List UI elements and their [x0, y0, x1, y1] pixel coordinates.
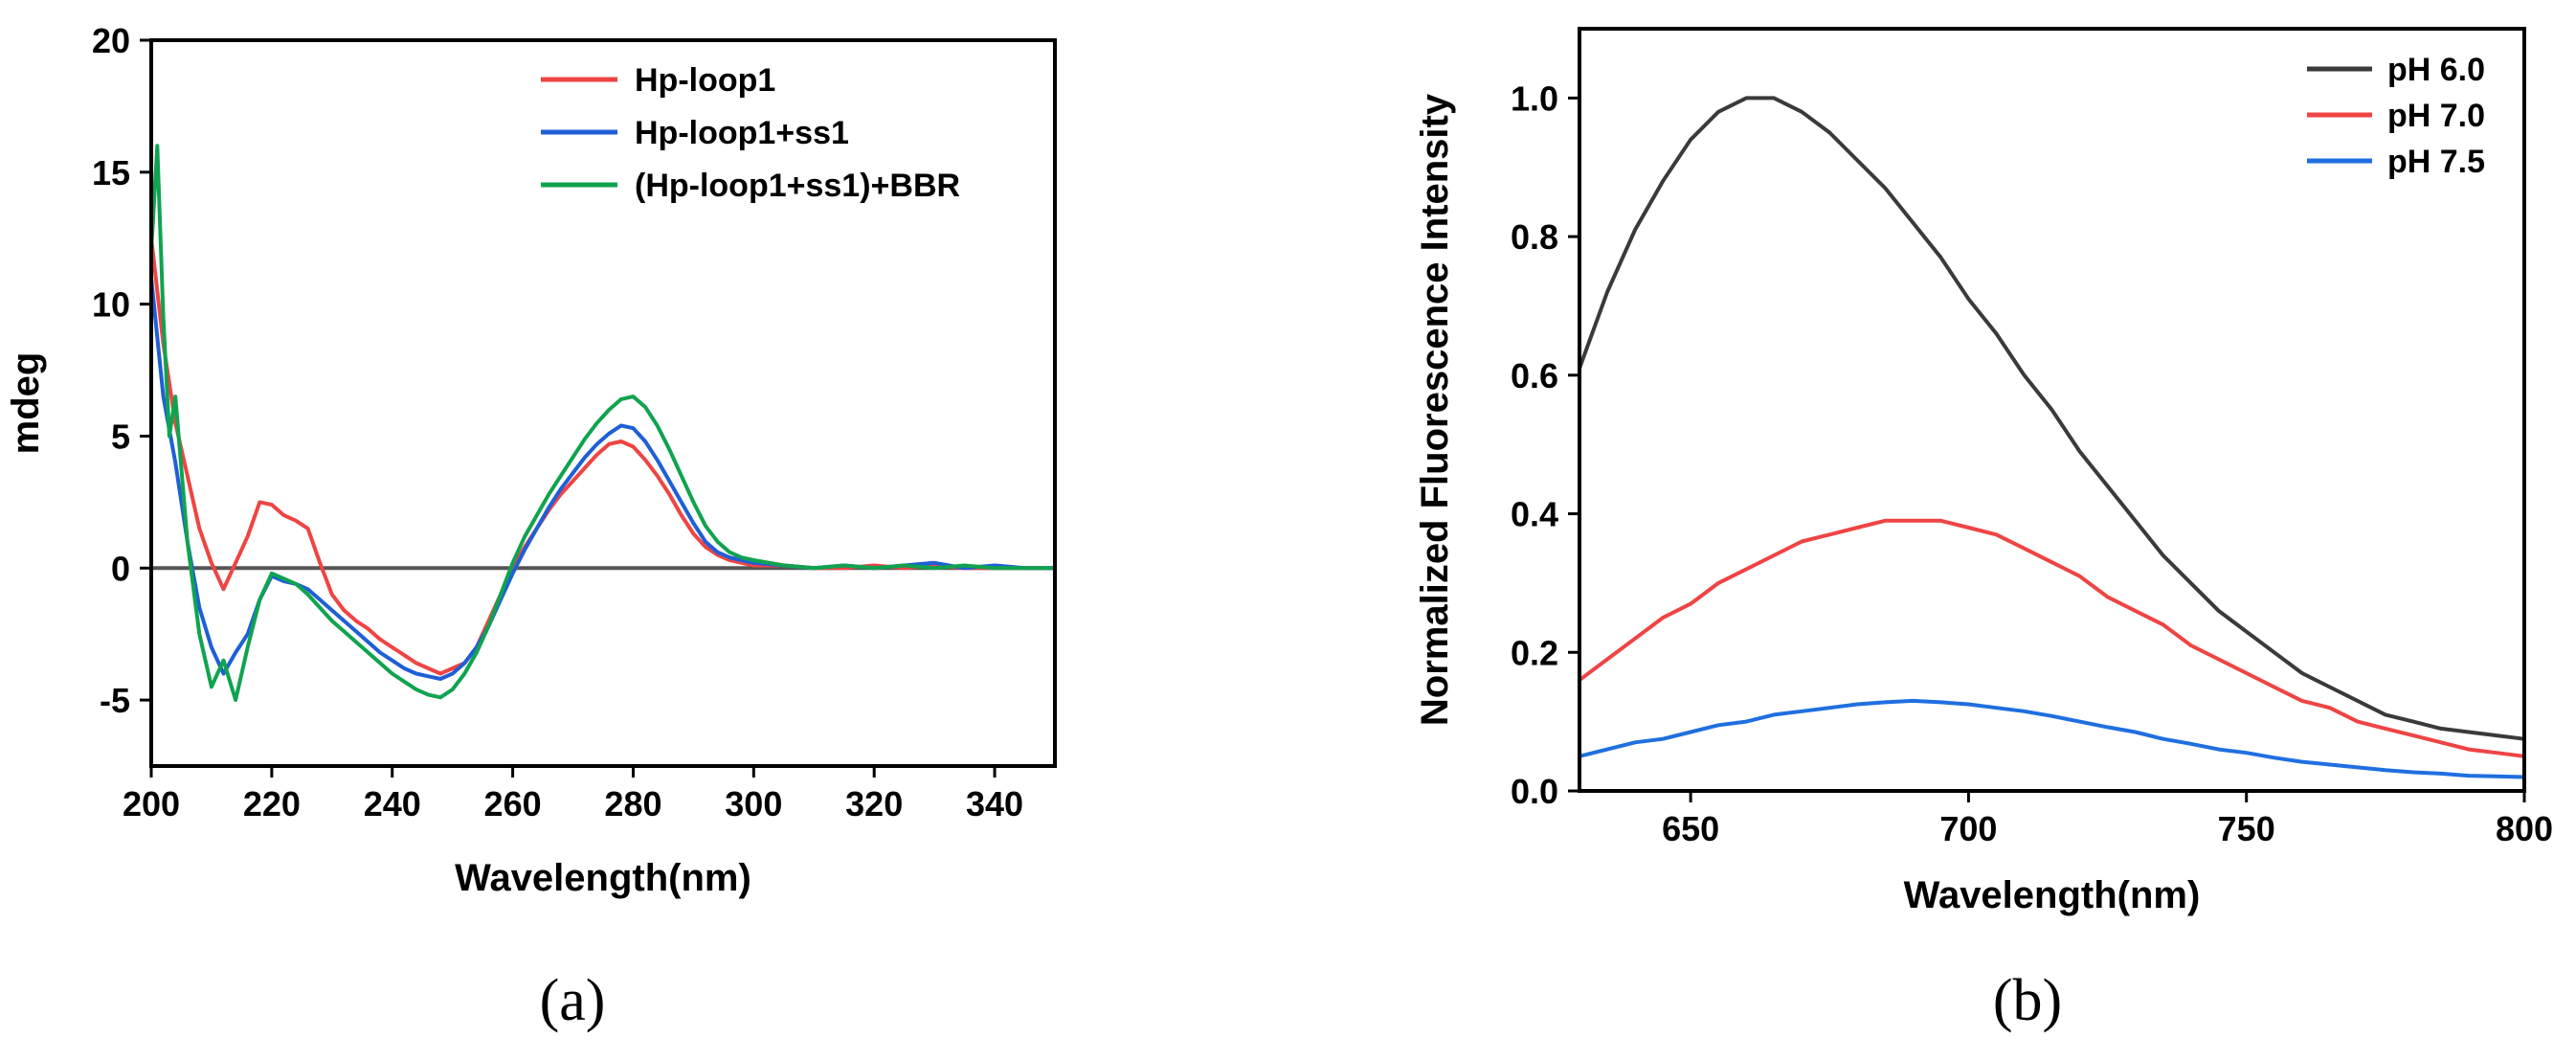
- y-tick-label: 5: [111, 417, 130, 456]
- x-tick-label: 800: [2496, 809, 2553, 848]
- x-tick-label: 700: [1939, 809, 1997, 848]
- panel-label: (a): [540, 968, 606, 1033]
- y-tick-label: 0.6: [1511, 356, 1558, 395]
- legend-label-2: pH 7.0: [2387, 98, 2485, 134]
- series-line-3: [149, 144, 1057, 703]
- series-line-2: [1578, 518, 2526, 758]
- x-axis-title: Wavelength(nm): [455, 857, 751, 899]
- y-tick-label: 0.8: [1511, 217, 1558, 257]
- legend-label-2: Hp-loop1+ss1: [635, 115, 849, 151]
- y-tick-label: 15: [92, 153, 130, 192]
- y-tick-label: -5: [100, 681, 130, 720]
- y-axis-title: Normalized Fluorescence Intensity: [1414, 93, 1456, 726]
- y-tick-label: 0: [111, 549, 130, 588]
- plot-frame: [149, 38, 1057, 768]
- series-line-2: [149, 276, 1057, 681]
- series-line-3: [1578, 698, 2526, 779]
- legend-label-3: (Hp-loop1+ss1)+BBR: [635, 168, 960, 204]
- series-line-1: [149, 236, 1057, 676]
- chart-panel-b: 650 700 750 800 0.0 0.2 0.4 0.6 0.8 1.0 Wavelength…: [1414, 27, 2553, 1033]
- y-tick-label: 20: [92, 21, 130, 60]
- plot-frame: [1578, 27, 2526, 793]
- y-tick-label: 1.0: [1511, 79, 1558, 118]
- x-tick-label: 750: [2218, 809, 2275, 848]
- chart-panel-a: 200 220 240 260 280 300 320 340 -5 0 5 10 15 20 Wavele…: [5, 21, 1057, 1033]
- x-tick-label: 280: [604, 784, 661, 823]
- x-tick-label: 300: [725, 784, 782, 823]
- panel-label: (b): [1993, 968, 2062, 1033]
- y-tick-label: 0.4: [1511, 495, 1558, 534]
- series-line-1: [1578, 96, 2526, 741]
- x-tick-label: 340: [966, 784, 1023, 823]
- x-tick-label: 320: [845, 784, 903, 823]
- x-tick-label: 240: [364, 784, 421, 823]
- x-tick-label: 260: [484, 784, 542, 823]
- y-tick-label: 0.0: [1511, 772, 1558, 811]
- x-tick-label: 200: [123, 784, 180, 823]
- y-tick-label: 10: [92, 285, 130, 325]
- legend-label-1: Hp-loop1: [635, 62, 775, 99]
- legend-label-1: pH 6.0: [2387, 52, 2485, 88]
- y-axis-title: mdeg: [5, 352, 47, 455]
- x-tick-label: 220: [243, 784, 301, 823]
- y-tick-label: 0.2: [1511, 633, 1558, 672]
- x-axis-title: Wavelength(nm): [1904, 874, 2201, 916]
- x-tick-label: 650: [1662, 809, 1719, 848]
- legend-label-3: pH 7.5: [2387, 144, 2485, 180]
